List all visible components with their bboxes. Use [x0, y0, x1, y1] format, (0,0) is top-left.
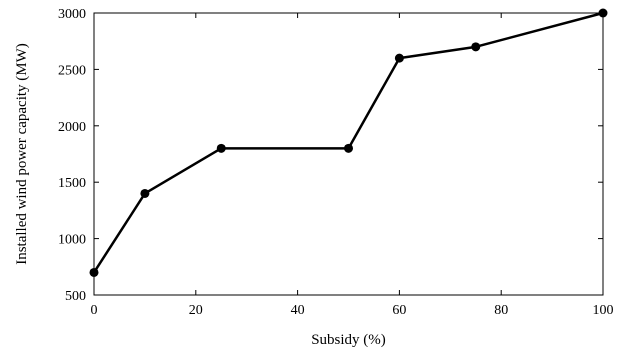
plot-frame — [93, 12, 604, 296]
y-tick-label: 1000 — [58, 233, 86, 248]
y-tick-label: 3000 — [58, 7, 86, 22]
x-axis-label: Subsidy (%) — [311, 332, 386, 348]
y-tick-label: 1500 — [58, 176, 86, 191]
y-tick-label: 500 — [65, 289, 86, 304]
y-tick-label: 2500 — [58, 63, 86, 78]
ticks-group: 0 20 40 60 80 100 500 1000 1500 2000 2500 3000 — [58, 7, 614, 318]
data-point — [89, 267, 99, 277]
x-tick-label: 0 — [91, 303, 98, 318]
data-point — [140, 188, 150, 198]
series-line — [92, 11, 604, 274]
x-tick-label: 80 — [494, 303, 508, 318]
x-tick-label: 100 — [593, 303, 614, 318]
plot-frame-group — [93, 12, 604, 296]
x-tick-label: 60 — [392, 303, 406, 318]
series-group — [89, 8, 608, 277]
data-point — [471, 42, 481, 52]
y-axis-label: Installed wind power capacity (MW) — [14, 43, 30, 265]
data-point — [394, 53, 404, 63]
y-tick-label: 2000 — [58, 120, 86, 135]
x-tick-label: 40 — [291, 303, 305, 318]
data-point — [344, 143, 353, 153]
data-point — [598, 8, 608, 18]
data-point — [216, 143, 226, 153]
x-tick-label: 20 — [189, 303, 203, 318]
